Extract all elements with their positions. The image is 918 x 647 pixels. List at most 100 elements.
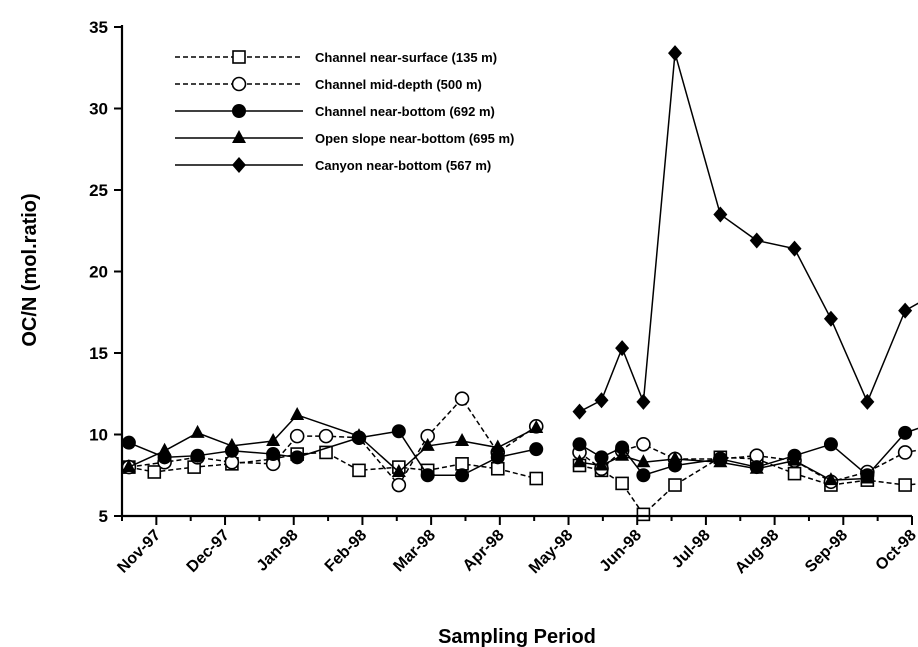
y-tick-label: 30 xyxy=(89,100,108,119)
legend-item-channel-near-bottom-692-m: Channel near-bottom (692 m) xyxy=(175,104,495,119)
legend-label: Channel mid-depth (500 m) xyxy=(315,77,482,92)
plot-area xyxy=(121,45,918,522)
data-point xyxy=(787,452,802,466)
legend-item-open-slope-near-bottom-695-m: Open slope near-bottom (695 m) xyxy=(175,130,514,146)
data-point xyxy=(190,448,205,463)
legend-item-canyon-near-bottom-567-m: Canyon near-bottom (567 m) xyxy=(175,157,491,173)
data-point xyxy=(454,391,470,406)
x-tick-label-aug-98: Aug-98 xyxy=(732,527,782,577)
data-point xyxy=(352,428,366,442)
data-point xyxy=(749,232,764,249)
data-point xyxy=(455,433,470,447)
x-axis-title: Sampling Period xyxy=(438,626,596,647)
data-point xyxy=(860,393,875,410)
legend-marker xyxy=(232,157,246,173)
data-point xyxy=(391,424,406,439)
data-point xyxy=(391,463,406,477)
x-tick-label-jun-98: Jun-98 xyxy=(597,527,646,576)
legend-marker xyxy=(231,76,247,92)
series-canyon-near-bottom-567-m xyxy=(572,45,918,420)
data-point xyxy=(529,419,544,433)
data-point xyxy=(823,437,838,452)
data-point xyxy=(147,465,162,479)
data-point xyxy=(290,450,305,465)
data-point xyxy=(352,463,366,478)
data-point xyxy=(594,450,609,465)
data-point xyxy=(529,442,544,457)
data-point xyxy=(898,302,913,319)
data-point xyxy=(615,447,630,461)
data-point xyxy=(455,457,469,471)
data-point xyxy=(289,428,305,444)
data-point xyxy=(823,310,838,327)
y-tick-label: 25 xyxy=(89,181,108,200)
data-point xyxy=(490,461,505,476)
data-point xyxy=(636,468,651,483)
data-point xyxy=(572,403,587,420)
series-open-slope-near-bottom-695-m xyxy=(121,406,875,486)
y-axis-title: OC/N (mol.ratio) xyxy=(19,193,41,346)
x-tick-label-may-98: May-98 xyxy=(526,527,576,577)
data-point xyxy=(615,340,630,357)
x-tick-label-apr-98: Apr-98 xyxy=(460,527,508,575)
data-point xyxy=(572,454,587,468)
data-point xyxy=(787,466,802,481)
x-tick-label-feb-98: Feb-98 xyxy=(322,527,371,576)
data-point xyxy=(290,406,305,420)
legend-marker xyxy=(232,50,246,64)
data-point xyxy=(420,468,435,483)
data-point xyxy=(529,471,544,486)
data-point xyxy=(391,477,407,493)
data-point xyxy=(713,454,728,468)
legend: Channel near-surface (135 m) Channel mid-… xyxy=(175,50,514,173)
data-point xyxy=(668,45,682,62)
data-point xyxy=(668,478,682,492)
x-axis-ticks: Nov-97 Dec-97 Jan-98 Feb-98 Mar-98 Apr-98 May-… xyxy=(114,516,918,577)
series-line xyxy=(579,52,918,413)
data-point xyxy=(594,457,609,471)
legend-marker xyxy=(232,104,246,118)
x-tick-label-jul-98: Jul-98 xyxy=(669,527,714,572)
data-point xyxy=(594,392,609,409)
data-point xyxy=(897,445,913,460)
legend-label: Open slope near-bottom (695 m) xyxy=(315,131,514,146)
legend-marker xyxy=(232,130,246,143)
y-tick-label: 10 xyxy=(89,426,108,445)
data-point xyxy=(490,439,505,453)
legend-item-channel-mid-depth-500-m: Channel mid-depth (500 m) xyxy=(175,76,482,92)
data-point xyxy=(636,436,651,452)
data-point xyxy=(121,435,136,450)
x-tick-label-dec-97: Dec-97 xyxy=(184,527,233,576)
legend-label: Canyon near-bottom (567 m) xyxy=(315,158,491,173)
data-point xyxy=(898,425,913,440)
data-point xyxy=(860,470,875,484)
data-point xyxy=(636,454,651,468)
data-point xyxy=(420,437,435,451)
y-tick-label: 20 xyxy=(89,263,108,282)
data-point xyxy=(266,447,281,462)
legend-item-channel-near-surface-135-m: Channel near-surface (135 m) xyxy=(175,50,497,65)
x-tick-label-jan-98: Jan-98 xyxy=(254,527,302,575)
y-tick-label: 35 xyxy=(89,18,108,37)
data-point xyxy=(713,206,728,223)
data-point xyxy=(266,433,281,447)
series-line xyxy=(579,454,868,481)
data-point xyxy=(190,424,205,438)
data-point xyxy=(572,437,587,452)
y-axis-ticks: 5 10 15 20 25 30 35 xyxy=(89,18,122,526)
x-tick-label-oct-98: Oct-98 xyxy=(873,527,918,574)
data-point xyxy=(455,468,470,483)
x-tick-label-sep-98: Sep-98 xyxy=(802,527,851,576)
data-point xyxy=(823,472,838,486)
data-point xyxy=(898,478,912,492)
y-tick-label: 15 xyxy=(89,344,108,363)
data-point xyxy=(318,428,334,444)
data-point xyxy=(749,460,764,474)
legend-label: Channel near-surface (135 m) xyxy=(315,50,497,65)
data-point xyxy=(157,442,172,456)
axes xyxy=(120,25,912,518)
data-point xyxy=(787,240,802,257)
data-point xyxy=(615,440,630,455)
legend-label: Channel near-bottom (692 m) xyxy=(315,104,495,119)
